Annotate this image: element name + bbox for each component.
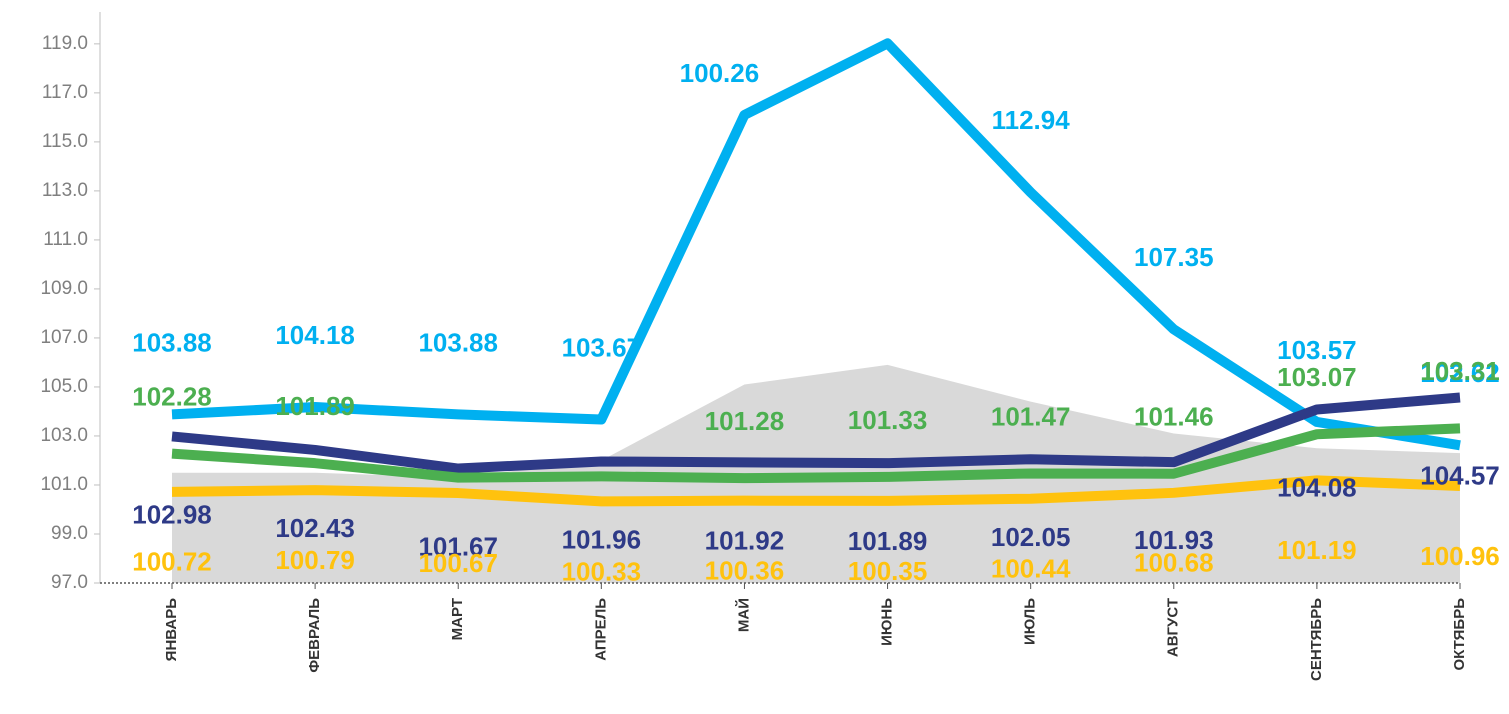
y-tick-label: 117.0	[42, 82, 88, 103]
data-label: 102.98	[132, 499, 212, 529]
data-label: 100.67	[418, 548, 498, 578]
y-tick-label: 111.0	[43, 229, 88, 250]
data-label: 103.31	[1420, 356, 1500, 386]
data-label: 100.35	[848, 556, 928, 586]
data-label: 107.35	[1134, 242, 1214, 272]
data-label: 103.67	[562, 332, 642, 362]
data-label: 102.43	[275, 513, 355, 543]
x-tick-label: ОКТЯБРЬ	[1451, 598, 1468, 671]
x-tick-label: СЕНТЯБРЬ	[1308, 598, 1325, 681]
y-tick-label: 101.0	[40, 474, 88, 495]
data-label: 100.96	[1420, 541, 1500, 571]
data-label: 104.08	[1277, 472, 1357, 502]
data-label: 103.88	[418, 327, 498, 357]
y-tick-label: 107.0	[40, 327, 88, 348]
x-tick-label: ИЮНЬ	[879, 598, 896, 646]
data-label: 100.33	[562, 556, 642, 586]
data-label: 100.44	[991, 554, 1071, 584]
y-tick-label: 97.0	[51, 572, 88, 593]
data-label: 102.28	[132, 381, 212, 411]
data-label: 102.05	[991, 522, 1071, 552]
data-label: 101.89	[275, 391, 355, 421]
line	[171, 392, 1461, 474]
data-label: 101.96	[562, 524, 642, 554]
data-label: 100.72	[132, 547, 212, 577]
data-label: 101.92	[705, 525, 785, 555]
line	[171, 475, 1461, 507]
data-label: 100.36	[705, 556, 785, 586]
data-label: 101.67	[418, 531, 498, 561]
x-tick-label: МАЙ	[734, 598, 752, 632]
y-tick-label: 119.0	[42, 33, 88, 54]
data-label: 100.79	[275, 545, 355, 575]
y-tick-label: 115.0	[42, 131, 88, 152]
data-label: 101.46	[1134, 402, 1214, 432]
data-label: 112.94	[992, 105, 1071, 135]
annotation: 100.26	[680, 58, 760, 88]
y-tick-label: 105.0	[40, 376, 88, 397]
data-label: 102.62	[1420, 358, 1500, 388]
x-tick-label: ЯНВАРЬ	[163, 598, 180, 662]
data-label: 103.88	[132, 327, 212, 357]
x-tick-label: АВГУСТ	[1165, 598, 1182, 657]
line	[171, 38, 1461, 451]
x-tick-label: ИЮЛЬ	[1022, 598, 1039, 645]
line	[171, 423, 1461, 484]
data-label: 101.28	[705, 406, 785, 436]
data-label: 101.47	[991, 401, 1071, 431]
data-label: 101.33	[848, 405, 928, 435]
y-tick-label: 109.0	[40, 278, 88, 299]
data-label: 103.07	[1277, 362, 1357, 392]
x-tick-label: МАРТ	[449, 598, 466, 640]
y-tick-label: 99.0	[51, 523, 88, 544]
data-label: 101.93	[1134, 525, 1214, 555]
data-label: 104.57	[1420, 460, 1500, 490]
data-label: 104.18	[275, 320, 355, 350]
x-tick-label: АПРЕЛЬ	[592, 598, 609, 661]
data-label: 101.89	[848, 526, 928, 556]
x-tick-label: ФЕВРАЛЬ	[306, 598, 323, 673]
data-label: 100.68	[1134, 548, 1214, 578]
data-label: 101.19	[1277, 535, 1357, 565]
data-label: 103.57	[1277, 335, 1357, 365]
y-tick-label: 103.0	[40, 425, 88, 446]
y-tick-label: 113.0	[42, 180, 88, 201]
